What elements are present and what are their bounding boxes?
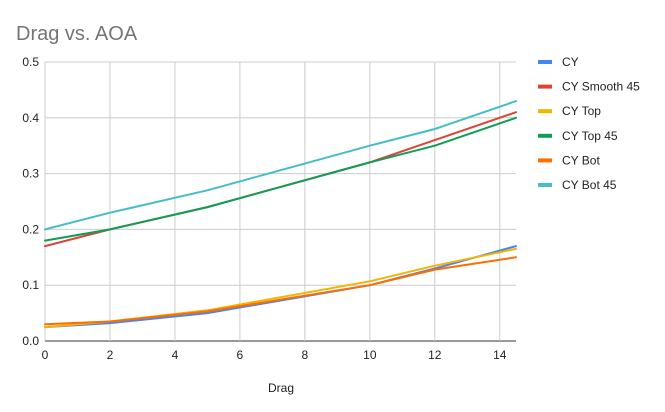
legend-swatch <box>538 158 552 163</box>
series-lines <box>44 100 517 329</box>
legend: CY CY Smooth 45 CY Top CY Top 45 CY Bot CY Bo… <box>538 55 640 192</box>
legend-swatch <box>538 109 552 114</box>
y-tick-label: 0.2 <box>22 222 39 236</box>
legend-label: CY Smooth 45 <box>562 80 640 94</box>
series-line-cy-smooth-45 <box>44 111 517 248</box>
series-line-cy-top <box>44 247 517 329</box>
y-axis-ticks: 0.0 0.1 0.2 0.3 0.4 0.5 <box>22 55 39 348</box>
series-line-cy <box>44 245 517 329</box>
x-tick-label: 14 <box>493 348 507 362</box>
series-line-cy-top-45 <box>44 116 517 242</box>
y-tick-label: 0.3 <box>22 167 39 181</box>
x-tick-label: 12 <box>428 348 442 362</box>
x-tick-label: 2 <box>107 348 114 362</box>
legend-label: CY <box>562 55 579 69</box>
legend-swatch <box>538 183 552 187</box>
legend-label: CY Top <box>562 104 601 118</box>
y-tick-label: 0.0 <box>22 334 39 348</box>
legend-label: CY Bot 45 <box>562 178 617 192</box>
x-axis-ticks: 0 2 4 6 8 10 12 14 <box>42 348 507 362</box>
y-tick-label: 0.1 <box>22 278 39 292</box>
y-tick-label: 0.4 <box>22 111 39 125</box>
x-tick-label: 6 <box>237 348 244 362</box>
legend-label: CY Top 45 <box>562 129 618 143</box>
series-line-cy-bot-45 <box>44 100 517 231</box>
legend-swatch <box>538 133 552 138</box>
y-tick-label: 0.5 <box>22 55 39 69</box>
legend-label: CY Bot <box>562 153 600 167</box>
legend-swatch <box>538 60 552 64</box>
x-tick-label: 8 <box>302 348 309 362</box>
x-tick-label: 10 <box>363 348 377 362</box>
legend-swatch <box>538 84 552 89</box>
chart-title: Drag vs. AOA <box>16 23 138 45</box>
x-axis-label: Drag <box>268 381 294 395</box>
grid <box>44 61 516 342</box>
x-tick-label: 4 <box>172 348 179 362</box>
x-tick-label: 0 <box>42 348 49 362</box>
series-line-cy-bot <box>44 256 517 326</box>
